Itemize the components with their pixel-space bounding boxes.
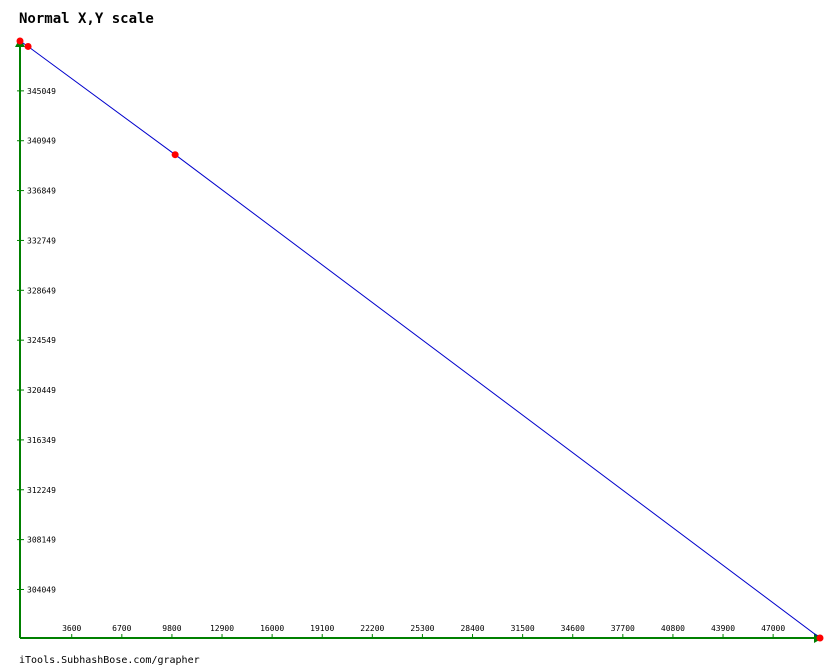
y-tick-label: 320449 <box>27 386 56 395</box>
x-axis-ticks: 3600 6700 9800 12900 16000 19100 22200 25300 284… <box>62 624 785 639</box>
x-tick-label: 43900 <box>711 624 735 633</box>
x-tick-label: 12900 <box>210 624 234 633</box>
footer-credit: iTools.SubhashBose.com/grapher <box>19 655 200 666</box>
x-tick-label: 3600 <box>62 624 81 633</box>
y-tick-label: 332749 <box>27 236 56 245</box>
y-tick-label: 316349 <box>27 436 56 445</box>
y-tick-label: 328649 <box>27 286 56 295</box>
y-tick-label: 340949 <box>27 137 56 146</box>
y-tick-label: 324549 <box>27 336 56 345</box>
y-tick-label: 312249 <box>27 486 56 495</box>
x-tick-label: 34600 <box>561 624 585 633</box>
x-tick-label: 28400 <box>460 624 484 633</box>
x-tick-label: 9800 <box>162 624 181 633</box>
x-tick-label: 40800 <box>661 624 685 633</box>
axes <box>15 38 823 643</box>
y-axis-ticks: 345049 340949 336849 332749 328649 324549 3204… <box>17 87 56 594</box>
data-point <box>171 151 179 159</box>
x-tick-label: 25300 <box>410 624 434 633</box>
x-tick-label: 22200 <box>360 624 384 633</box>
y-tick-label: 336849 <box>27 187 56 196</box>
x-tick-label: 31500 <box>511 624 535 633</box>
series-line <box>19 40 821 639</box>
x-tick-label: 19100 <box>310 624 334 633</box>
x-tick-label: 47000 <box>761 624 785 633</box>
series-group <box>16 37 824 642</box>
x-tick-label: 6700 <box>112 624 131 633</box>
y-tick-label: 304049 <box>27 585 56 594</box>
chart-title: Normal X,Y scale <box>19 11 154 27</box>
data-point <box>816 634 824 642</box>
data-point <box>24 42 32 50</box>
data-point <box>16 37 24 45</box>
y-tick-label: 345049 <box>27 87 56 96</box>
y-tick-label: 308149 <box>27 536 56 545</box>
x-tick-label: 16000 <box>260 624 284 633</box>
x-tick-label: 37700 <box>611 624 635 633</box>
